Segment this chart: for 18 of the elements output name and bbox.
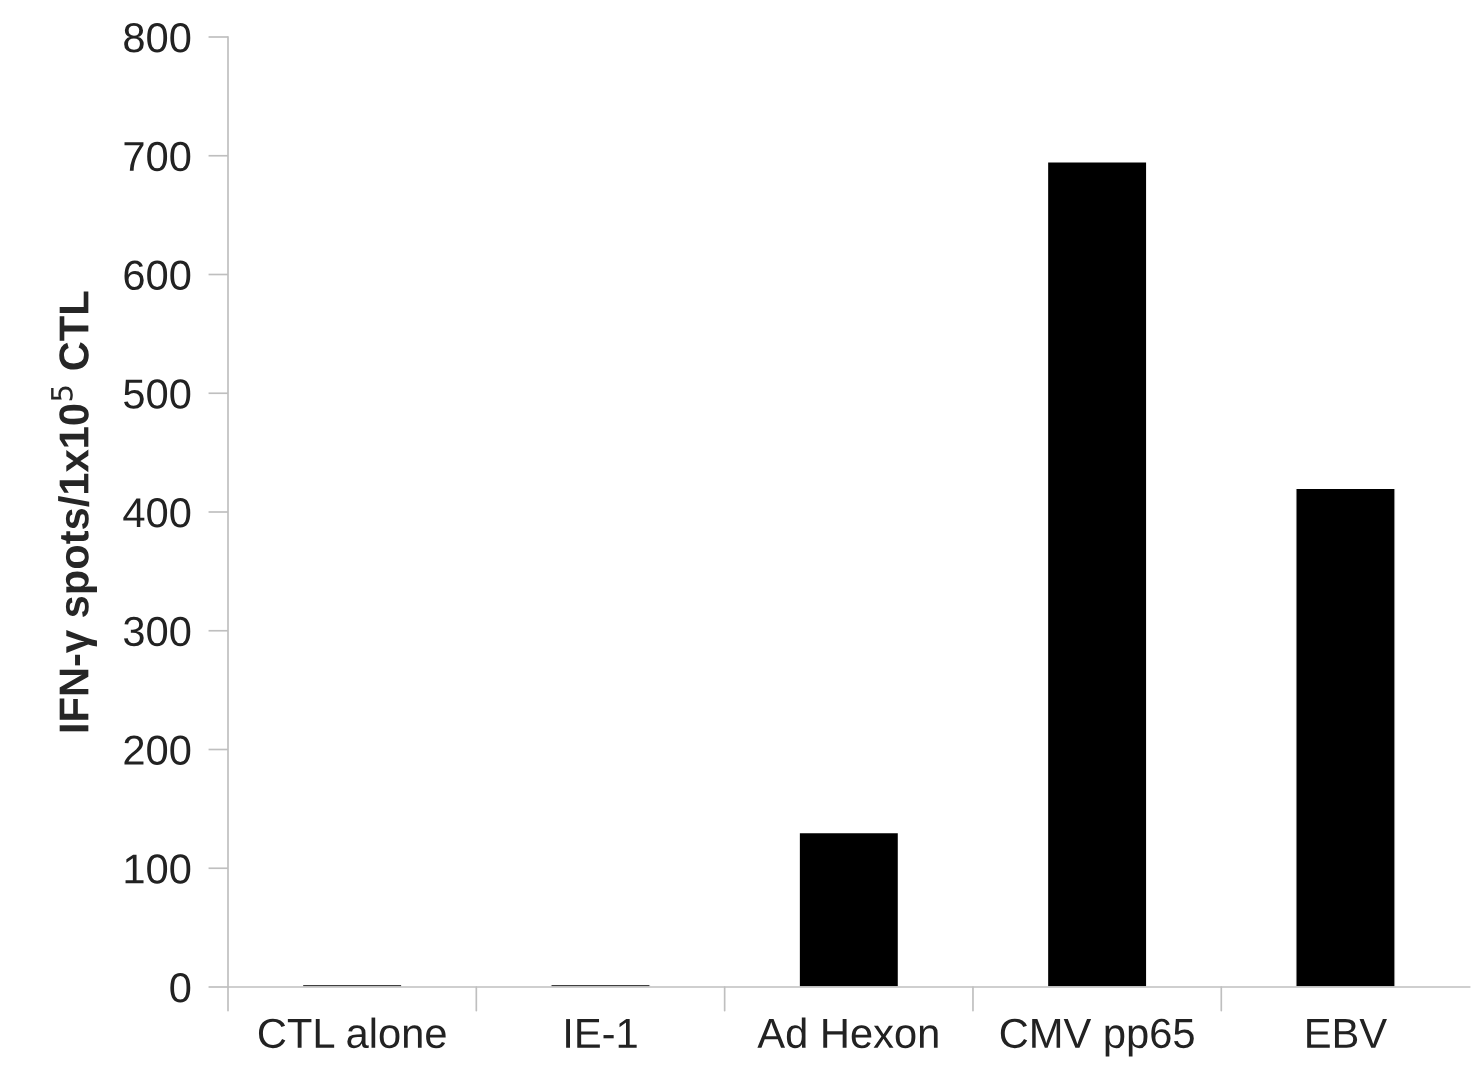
y-tick-label: 500: [124, 379, 191, 409]
y-tick-label: 0: [170, 973, 191, 1003]
bar: [798, 831, 900, 987]
x-tick-label: CTL alone: [258, 1017, 446, 1049]
x-tick-label: CMV pp65: [1000, 1018, 1194, 1057]
y-tick-label: 200: [124, 735, 191, 766]
y-tick-label: 600: [124, 260, 191, 291]
x-tick-label: EBV: [1307, 1019, 1387, 1048]
y-tick-label: 800: [124, 23, 191, 53]
y-tick-label: 300: [123, 616, 191, 647]
bar: [1046, 160, 1148, 987]
y-tick-label: 700: [124, 141, 191, 172]
x-tick-label: Ad Hexon: [757, 1017, 938, 1049]
y-axis-title: IFN-γ spots/1x10$^{5}$ CTL: [51, 291, 97, 732]
x-tick-label: IE-1: [566, 1019, 637, 1048]
bar: [1295, 487, 1396, 987]
y-tick-label: 100: [125, 854, 191, 884]
y-tick-label: 400: [123, 498, 191, 528]
